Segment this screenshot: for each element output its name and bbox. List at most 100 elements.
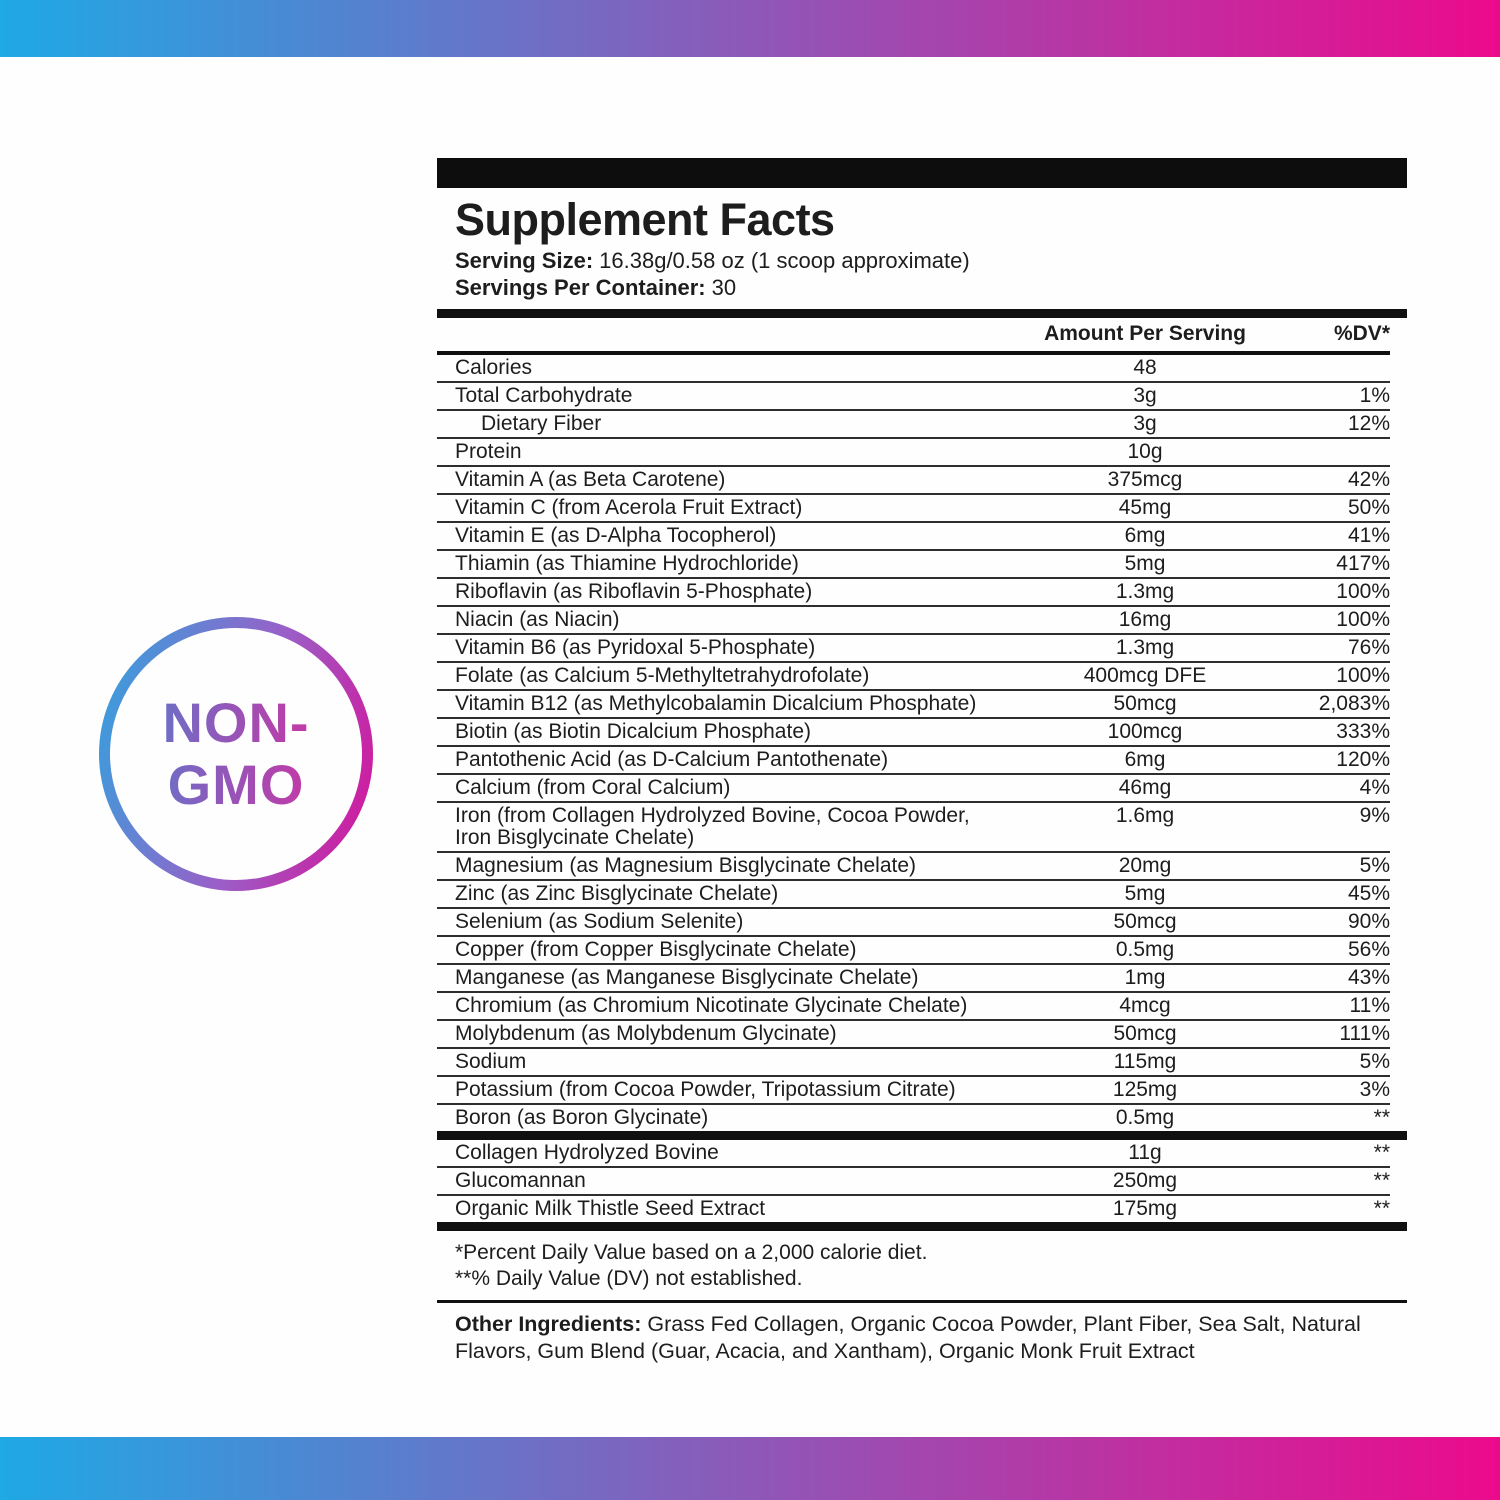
nutrient-name: Protein: [455, 440, 522, 463]
nutrient-dv: 5%: [1359, 1050, 1390, 1073]
servings-per-container-value: 30: [711, 275, 737, 300]
table-row: Total Carbohydrate 3g 1%: [437, 383, 1390, 411]
nutrient-name: Vitamin E (as D-Alpha Tocopherol): [455, 524, 777, 547]
nutrient-dv: 50%: [1347, 496, 1390, 519]
nutrient-dv: 100%: [1336, 608, 1390, 631]
nutrient-dv: 3%: [1359, 1078, 1390, 1101]
nutrient-amount: 11g: [1128, 1141, 1162, 1164]
table-row: Copper (from Copper Bisglycinate Chelate…: [437, 937, 1390, 965]
nutrient-amount: 45mg: [1118, 496, 1172, 519]
table-row: Potassium (from Cocoa Powder, Tripotassi…: [437, 1077, 1390, 1105]
nutrient-dv: 111%: [1339, 1022, 1390, 1045]
nutrient-name: Vitamin B6 (as Pyridoxal 5-Phosphate): [455, 636, 816, 659]
nutrient-name: Copper (from Copper Bisglycinate Chelate…: [455, 938, 857, 961]
table-row: Riboflavin (as Riboflavin 5-Phosphate) 1.…: [437, 579, 1390, 607]
panel-header-bar: [437, 158, 1407, 188]
serving-size-label: Serving Size:: [455, 248, 594, 273]
nutrient-name: Iron (from Collagen Hydrolyzed Bovine, C…: [455, 804, 970, 849]
column-header-dv: %DV*: [1333, 322, 1390, 345]
divider-medium: [437, 351, 1390, 355]
nutrient-dv: **: [1373, 1141, 1390, 1164]
table-row: Sodium 115mg 5%: [437, 1049, 1390, 1077]
table-row: Vitamin C (from Acerola Fruit Extract) 45…: [437, 495, 1390, 523]
table-header-row: Amount Per Serving %DV*: [437, 318, 1390, 351]
nutrient-dv: 90%: [1347, 910, 1390, 933]
table-row: Molybdenum (as Molybdenum Glycinate) 50mc…: [437, 1021, 1390, 1049]
table-row: Calories 48: [437, 355, 1390, 383]
table-row: Vitamin E (as D-Alpha Tocopherol) 6mg 41%: [437, 523, 1390, 551]
nutrient-amount: 400mcg DFE: [1083, 664, 1207, 687]
nutrient-dv: 11%: [1349, 994, 1390, 1017]
nutrient-name: Sodium: [455, 1050, 527, 1073]
serving-size-value: 16.38g/0.58 oz (1 scoop approximate): [599, 248, 970, 273]
nutrient-amount: 1.6mg: [1115, 804, 1175, 827]
divider-thick: [437, 1131, 1407, 1140]
nutrient-amount: 50mcg: [1113, 1022, 1177, 1045]
table-row: Chromium (as Chromium Nicotinate Glycina…: [437, 993, 1390, 1021]
nutrient-name: Organic Milk Thistle Seed Extract: [455, 1197, 766, 1220]
blend-table: Collagen Hydrolyzed Bovine 11g ** Glucomann…: [437, 1140, 1390, 1222]
non-gmo-badge-inner: NON- GMO: [110, 628, 362, 880]
nutrient-amount: 115mg: [1113, 1050, 1177, 1073]
non-gmo-line2: GMO: [167, 753, 305, 816]
nutrient-amount: 6mg: [1124, 748, 1166, 771]
nutrient-dv: 42%: [1347, 468, 1390, 491]
table-row: Magnesium (as Magnesium Bisglycinate Che…: [437, 853, 1390, 881]
nutrient-amount: 375mcg: [1107, 468, 1183, 491]
nutrient-name: Calories: [455, 356, 533, 379]
footnotes: *Percent Daily Value based on a 2,000 ca…: [437, 1240, 1407, 1291]
non-gmo-label: NON- GMO: [162, 692, 309, 815]
nutrient-name: Glucomannan: [455, 1169, 586, 1192]
nutrient-name: Riboflavin (as Riboflavin 5-Phosphate): [455, 580, 813, 603]
nutrient-amount: 3g: [1133, 384, 1157, 407]
nutrient-name: Collagen Hydrolyzed Bovine: [455, 1141, 719, 1164]
header-spacer: [437, 322, 1015, 346]
nutrient-amount: 1.3mg: [1115, 580, 1175, 603]
nutrient-amount: 48: [1133, 356, 1157, 379]
nutrient-dv: 1%: [1359, 384, 1390, 407]
nutrient-amount: 250mg: [1112, 1169, 1178, 1192]
nutrient-amount: 16mg: [1118, 608, 1172, 631]
footnote-dv-not-established: **% Daily Value (DV) not established.: [455, 1267, 803, 1290]
nutrient-name: Chromium (as Chromium Nicotinate Glycina…: [455, 994, 968, 1017]
servings-per-container-line: Servings Per Container: 30: [437, 275, 1407, 300]
table-row: Zinc (as Zinc Bisglycinate Chelate) 5mg 45…: [437, 881, 1390, 909]
nutrient-dv: 45%: [1347, 882, 1390, 905]
nutrient-amount: 100mcg: [1107, 720, 1183, 743]
nutrient-amount: 1mg: [1124, 966, 1166, 989]
nutrient-amount: 50mcg: [1113, 910, 1177, 933]
nutrient-name: Boron (as Boron Glycinate): [455, 1106, 709, 1129]
nutrient-dv: 9%: [1359, 804, 1390, 827]
nutrient-name: Molybdenum (as Molybdenum Glycinate): [455, 1022, 837, 1045]
table-row: Boron (as Boron Glycinate) 0.5mg **: [437, 1105, 1390, 1131]
bottom-gradient-bar: [0, 1437, 1500, 1500]
other-ingredients: Other Ingredients: Grass Fed Collagen, Or…: [437, 1311, 1397, 1365]
nutrient-amount: 6mg: [1124, 524, 1166, 547]
panel-title: Supplement Facts: [455, 194, 835, 245]
table-row: Protein 10g: [437, 439, 1390, 467]
nutrient-dv: 100%: [1336, 580, 1390, 603]
nutrient-dv: 2,083%: [1318, 692, 1390, 715]
table-row: Vitamin B6 (as Pyridoxal 5-Phosphate) 1.3…: [437, 635, 1390, 663]
nutrient-amount: 5mg: [1124, 882, 1166, 905]
nutrient-dv: 100%: [1336, 664, 1390, 687]
nutrient-amount: 46mg: [1118, 776, 1172, 799]
nutrient-dv: 4%: [1359, 776, 1390, 799]
nutrient-amount: 0.5mg: [1115, 1106, 1175, 1129]
nutrient-dv: 417%: [1336, 552, 1390, 575]
table-row: Vitamin A (as Beta Carotene) 375mcg 42%: [437, 467, 1390, 495]
nutrient-name: Niacin (as Niacin): [455, 608, 620, 631]
table-row: Pantothenic Acid (as D-Calcium Pantothen…: [437, 747, 1390, 775]
table-row: Glucomannan 250mg **: [437, 1168, 1390, 1196]
top-gradient-bar: [0, 0, 1500, 57]
nutrient-dv: 5%: [1359, 854, 1390, 877]
nutrient-amount: 5mg: [1124, 552, 1166, 575]
nutrient-amount: 50mcg: [1113, 692, 1177, 715]
non-gmo-badge: NON- GMO: [99, 617, 373, 891]
table-row: Dietary Fiber 3g 12%: [437, 411, 1390, 439]
nutrient-amount: 20mg: [1118, 854, 1172, 877]
other-ingredients-label: Other Ingredients:: [455, 1312, 642, 1336]
nutrient-amount: 125mg: [1112, 1078, 1178, 1101]
nutrient-dv: **: [1373, 1106, 1390, 1129]
table-row: Selenium (as Sodium Selenite) 50mcg 90%: [437, 909, 1390, 937]
